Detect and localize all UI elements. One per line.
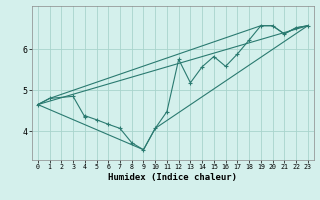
- X-axis label: Humidex (Indice chaleur): Humidex (Indice chaleur): [108, 173, 237, 182]
